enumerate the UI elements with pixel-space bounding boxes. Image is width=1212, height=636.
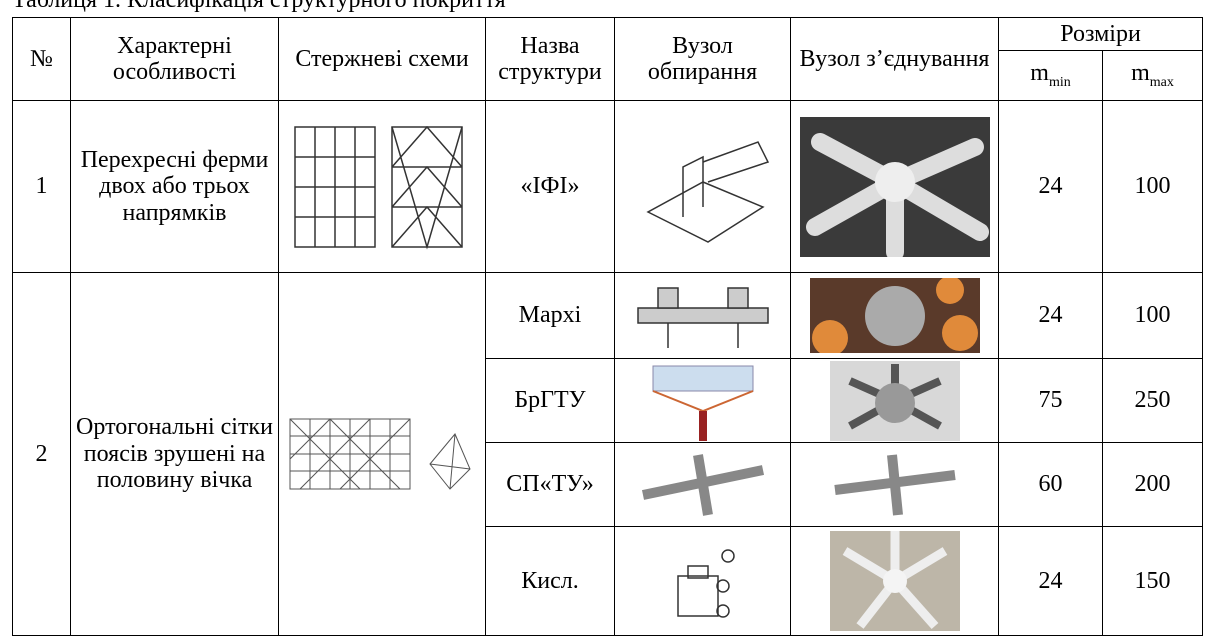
image-cell: [278, 272, 486, 636]
symbol: m: [1131, 60, 1150, 87]
cell: 100: [1102, 100, 1203, 273]
joint-photo: [799, 116, 990, 257]
cell: 150: [1102, 526, 1203, 636]
header-cell: mmin: [998, 50, 1103, 101]
cell: 24: [998, 272, 1103, 359]
image-cell: [278, 100, 486, 273]
joint-photo: [829, 360, 960, 441]
subscript: min: [1048, 75, 1071, 91]
cell: 24: [998, 526, 1103, 636]
image-cell: [614, 100, 791, 273]
header-cell: Характерні особливості: [70, 17, 279, 101]
image-cell: [790, 100, 999, 273]
support-sketch: [645, 140, 769, 243]
header-cell: №: [12, 17, 71, 101]
image-cell: [790, 442, 999, 527]
cell: 200: [1102, 442, 1203, 527]
header-cell: Назва структури: [485, 17, 615, 101]
cell: Мархі: [485, 272, 615, 359]
cell: 60: [998, 442, 1103, 527]
cell: 100: [1102, 272, 1203, 359]
joint-photo: [833, 454, 956, 515]
support-sketch: [676, 549, 735, 618]
cell: Ортогональні сітки поясів зрушені на пол…: [70, 272, 279, 636]
header-cell: Вузол обпирання: [614, 17, 791, 101]
joint-photo: [829, 531, 960, 631]
image-cell: [614, 526, 791, 636]
classification-table: № Характерні особливості Стержневі схеми…: [12, 17, 1203, 636]
subscript: max: [1149, 75, 1174, 91]
cell: 75: [998, 358, 1103, 443]
scheme-sketch: [289, 418, 471, 490]
header-cell: Стержневі схеми: [278, 17, 486, 101]
cell: 250: [1102, 358, 1203, 443]
joint-photo: [809, 278, 980, 353]
image-cell: [790, 272, 999, 359]
cell: «ІФІ»: [485, 100, 615, 273]
header-cell: Розміри: [998, 17, 1203, 51]
image-cell: [790, 358, 999, 443]
cell: Кисл.: [485, 526, 615, 636]
image-cell: [614, 442, 791, 527]
support-sketch: [652, 365, 753, 441]
header-cell: mmax: [1102, 50, 1203, 101]
header-cell: Вузол з’єднування: [790, 17, 999, 101]
cell: СП«ТУ»: [485, 442, 615, 527]
image-cell: [614, 358, 791, 443]
caption: Таблиця 1. Класифікація структурного пок…: [12, 0, 506, 13]
symbol: m: [1030, 60, 1049, 87]
cell: 24: [998, 100, 1103, 273]
cell: 2: [12, 272, 71, 636]
image-cell: [790, 526, 999, 636]
scheme-sketch: [294, 125, 463, 250]
cell: Перехресні ферми двох або трьох напрямкі…: [70, 100, 279, 273]
image-cell: [614, 272, 791, 359]
cell: БрГТУ: [485, 358, 615, 443]
support-sketch: [636, 287, 769, 348]
support-sketch: [641, 453, 764, 516]
cell: 1: [12, 100, 71, 273]
